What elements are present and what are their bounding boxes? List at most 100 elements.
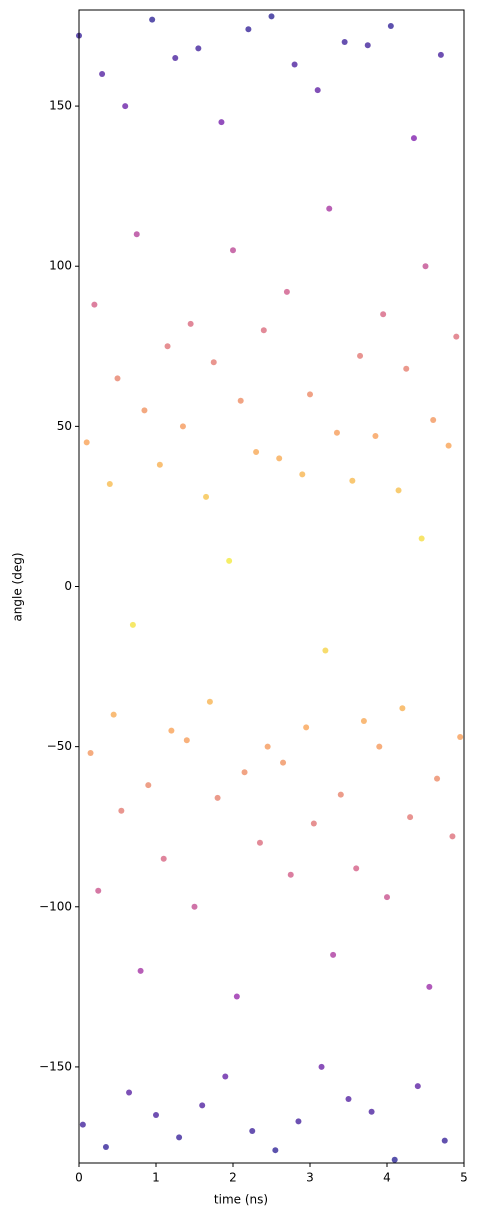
point — [314, 87, 321, 94]
point — [183, 737, 190, 744]
point — [410, 135, 417, 142]
point — [256, 839, 263, 846]
point — [110, 711, 117, 718]
point — [164, 343, 171, 350]
point — [237, 397, 244, 404]
point — [126, 1089, 133, 1096]
point — [226, 557, 233, 564]
y-tick-label: 150 — [49, 99, 72, 113]
point — [407, 814, 414, 821]
y-tick-label: 100 — [49, 259, 72, 273]
point — [295, 1118, 302, 1125]
point — [102, 1143, 109, 1150]
point — [426, 983, 433, 990]
point — [391, 1156, 398, 1163]
point — [149, 16, 156, 23]
point — [380, 311, 387, 318]
x-tick-label: 0 — [75, 1171, 83, 1185]
point — [310, 820, 317, 827]
point — [129, 621, 136, 628]
point — [114, 375, 121, 382]
point — [360, 718, 367, 725]
point — [160, 855, 167, 862]
point — [179, 423, 186, 430]
point — [199, 1102, 206, 1109]
point — [176, 1134, 183, 1141]
y-tick-label: −100 — [39, 899, 72, 913]
point — [91, 301, 98, 308]
point — [172, 55, 179, 62]
y-tick-label: 0 — [64, 579, 72, 593]
point — [414, 1083, 421, 1090]
point — [384, 894, 390, 901]
point — [299, 471, 306, 478]
point — [195, 45, 202, 52]
point — [222, 1073, 229, 1080]
point — [203, 493, 210, 500]
point — [79, 1121, 86, 1128]
point — [249, 1127, 256, 1134]
point — [272, 1147, 279, 1154]
point — [87, 750, 94, 757]
x-tick-label: 2 — [229, 1171, 237, 1185]
point — [441, 1137, 448, 1144]
y-tick-label: 50 — [57, 419, 72, 433]
point — [153, 1111, 159, 1118]
point — [141, 407, 148, 414]
point — [341, 39, 348, 46]
point — [349, 477, 356, 484]
point — [353, 865, 360, 872]
point — [333, 429, 340, 436]
x-tick-label: 3 — [306, 1171, 314, 1185]
point — [403, 365, 410, 372]
point — [364, 42, 371, 49]
point — [345, 1095, 352, 1102]
point — [337, 791, 344, 798]
point — [210, 359, 217, 366]
y-axis-label: angle (deg) — [11, 552, 25, 621]
point — [418, 535, 425, 542]
point — [434, 775, 441, 782]
point — [118, 807, 125, 814]
point — [268, 13, 275, 20]
point — [453, 333, 460, 340]
point — [95, 887, 102, 894]
point — [357, 352, 364, 359]
y-tick-label: −150 — [39, 1059, 72, 1073]
x-tick-label: 4 — [383, 1171, 391, 1185]
point — [191, 903, 198, 910]
point — [399, 705, 406, 712]
point — [283, 288, 290, 295]
point — [233, 993, 240, 1000]
point — [137, 967, 144, 974]
point — [280, 759, 287, 766]
plot-frame — [78, 9, 465, 1164]
point — [387, 23, 394, 30]
point — [372, 432, 379, 439]
point — [276, 455, 283, 462]
point — [322, 647, 329, 654]
point — [326, 205, 333, 212]
point — [156, 461, 163, 468]
point — [253, 448, 260, 455]
point — [230, 247, 236, 254]
point — [264, 743, 271, 750]
y-tick-label: −50 — [47, 739, 72, 753]
point — [218, 119, 225, 126]
point — [437, 51, 444, 58]
point — [168, 727, 175, 734]
point — [145, 782, 152, 789]
point — [457, 734, 464, 741]
point — [106, 481, 113, 488]
point — [307, 391, 313, 398]
point — [303, 724, 310, 731]
point — [445, 442, 452, 449]
point — [287, 871, 294, 878]
point — [330, 951, 337, 958]
point — [99, 71, 106, 78]
x-tick-label: 5 — [460, 1171, 468, 1185]
point — [422, 263, 429, 270]
point — [449, 833, 456, 840]
point — [187, 320, 194, 327]
